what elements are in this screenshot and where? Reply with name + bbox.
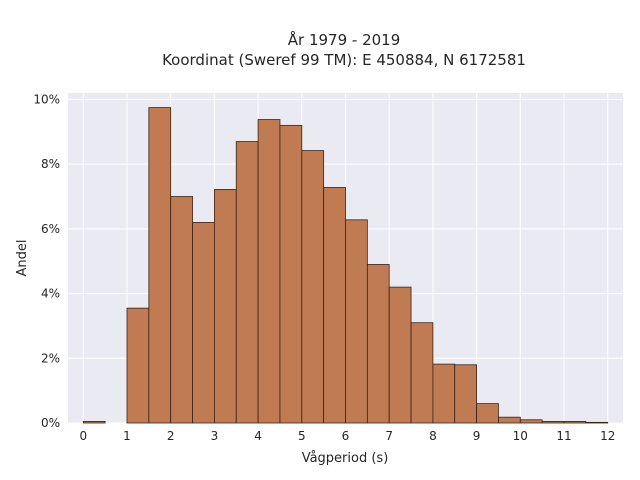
chart-title-line1: År 1979 - 2019	[288, 30, 401, 49]
x-tick-label: 2	[167, 429, 175, 443]
x-tick-label: 4	[254, 429, 262, 443]
x-tick-label: 10	[513, 429, 528, 443]
x-tick-label: 3	[211, 429, 219, 443]
histogram-bar	[170, 196, 193, 424]
y-tick-label: 4%	[41, 287, 60, 301]
y-tick-label: 2%	[41, 351, 60, 365]
histogram-bar	[498, 416, 521, 424]
x-axis-label: Vågperiod (s)	[302, 451, 389, 466]
histogram-bar	[519, 419, 543, 424]
histogram-bar	[126, 307, 150, 424]
chart-title-line2: Koordinat (Sweref 99 TM): E 450884, N 61…	[162, 51, 526, 69]
histogram-bar	[148, 107, 172, 424]
x-tick-label: 11	[556, 429, 571, 443]
y-tick-label: 0%	[41, 416, 60, 430]
histogram-bar	[257, 119, 281, 424]
y-axis-label: Andel	[15, 240, 30, 277]
histogram-bar	[235, 141, 259, 424]
y-tick-labels: 0% 2% 4% 6% 8% 10%	[33, 92, 60, 430]
histogram-bar	[388, 286, 412, 424]
histogram-bar	[563, 420, 587, 424]
histogram-bar	[585, 421, 609, 424]
histogram-bar	[345, 219, 368, 424]
bars	[82, 107, 609, 424]
x-tick-label: 8	[429, 429, 437, 443]
x-tick-label: 7	[385, 429, 393, 443]
x-tick-label: 5	[298, 429, 306, 443]
histogram-bar	[366, 264, 390, 424]
histogram-bar	[82, 420, 106, 424]
histogram-bar	[410, 322, 434, 424]
y-tick-label: 8%	[41, 157, 60, 171]
histogram-bar	[432, 363, 456, 424]
x-tick-labels: 0 1 2 3 4 5 6 7 8 9 10 11 12	[79, 429, 615, 443]
x-tick-label: 9	[473, 429, 481, 443]
histogram-bar	[476, 403, 499, 424]
histogram-bar	[279, 124, 303, 424]
x-tick-label: 6	[342, 429, 350, 443]
x-tick-label: 1	[123, 429, 131, 443]
y-tick-label: 6%	[41, 222, 60, 236]
y-tick-label: 10%	[33, 92, 60, 106]
histogram-bar	[541, 420, 565, 424]
histogram-bar	[213, 189, 237, 424]
histogram-bar	[454, 364, 478, 424]
x-tick-label: 0	[79, 429, 87, 443]
x-tick-label: 12	[600, 429, 615, 443]
histogram-bar	[323, 187, 346, 424]
histogram-bar	[192, 222, 215, 424]
histogram-bar	[301, 150, 325, 424]
